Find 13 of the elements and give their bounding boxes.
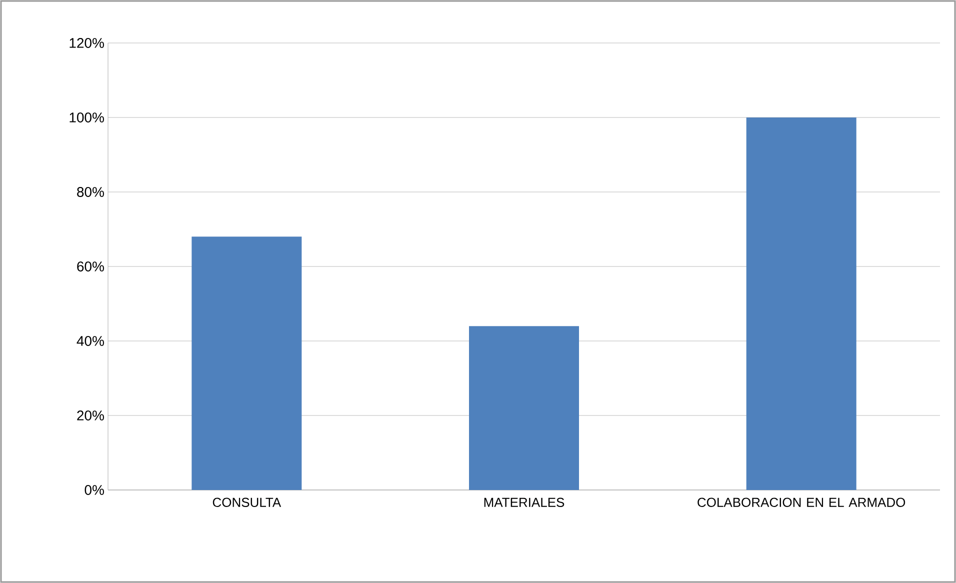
y-tick-label: 60% <box>77 262 104 272</box>
bar <box>192 236 302 490</box>
y-tick-label: 100% <box>70 112 104 122</box>
bar <box>746 117 856 490</box>
y-tick-label: 20% <box>77 410 104 420</box>
y-tick-label: 40% <box>76 336 104 346</box>
y-tick-label: 80% <box>77 187 104 197</box>
y-tick-label: 0% <box>84 485 104 495</box>
bar <box>469 326 580 490</box>
y-tick-label: 120% <box>70 38 104 48</box>
x-tick-label: CONSULTA <box>212 498 282 507</box>
x-tick-label: COLABORACION EN EL ARMADO <box>698 498 906 507</box>
x-tick-label: MATERIALES <box>484 498 564 507</box>
